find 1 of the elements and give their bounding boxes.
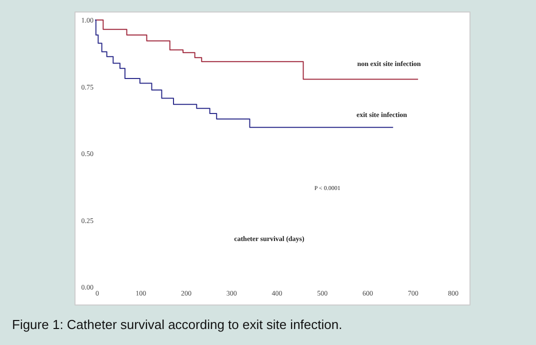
text: Figure 1: Catheter survival according to exit site infection. [12,317,342,332]
